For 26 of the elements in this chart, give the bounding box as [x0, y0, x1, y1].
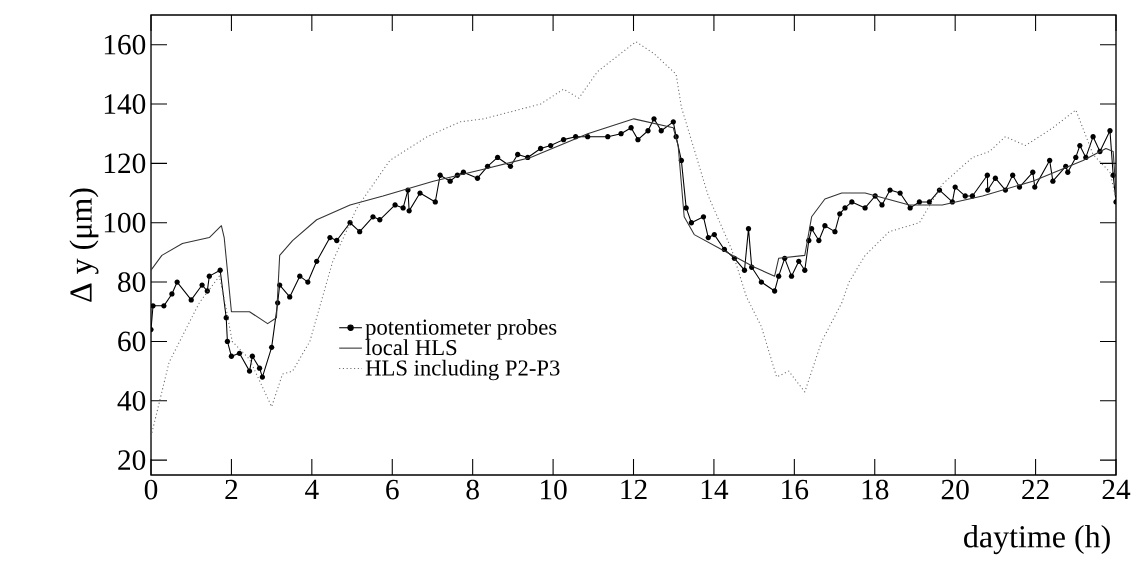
- y-axis-title: Δ y (μm): [69, 188, 99, 302]
- x-tick-label: 14: [701, 479, 729, 500]
- y-tick-label: 60: [118, 331, 146, 352]
- x-tick-label: 24: [1102, 479, 1131, 500]
- x-tick-label: 10: [541, 479, 567, 500]
- y-tick-label: 120: [104, 153, 146, 174]
- y-tick-label: 140: [104, 94, 146, 114]
- y-tick-label: 80: [118, 272, 146, 292]
- x-axis-title: daytime (h): [964, 525, 1110, 555]
- legend-label: HLS including P2-P3: [365, 359, 560, 381]
- y-tick-label: 20: [118, 450, 146, 471]
- legend-label: local HLS: [365, 339, 457, 356]
- y-tick-label: 40: [117, 390, 146, 411]
- x-tick-label: 12: [621, 479, 647, 500]
- x-tick-label: 2: [225, 479, 238, 500]
- x-tick-label: 18: [862, 479, 889, 500]
- x-tick-label: 4: [305, 479, 319, 499]
- x-tick-label: 16: [782, 479, 809, 500]
- legend-label: potentiometer probes: [365, 318, 557, 340]
- x-tick-label: 0: [144, 479, 158, 500]
- x-tick-label: 6: [386, 479, 399, 500]
- x-tick-label: 22: [1022, 479, 1049, 500]
- y-tick-label: 160: [104, 34, 146, 55]
- x-tick-label: 8: [466, 479, 479, 500]
- x-tick-label: 20: [941, 479, 969, 500]
- y-tick-label: 100: [104, 212, 146, 233]
